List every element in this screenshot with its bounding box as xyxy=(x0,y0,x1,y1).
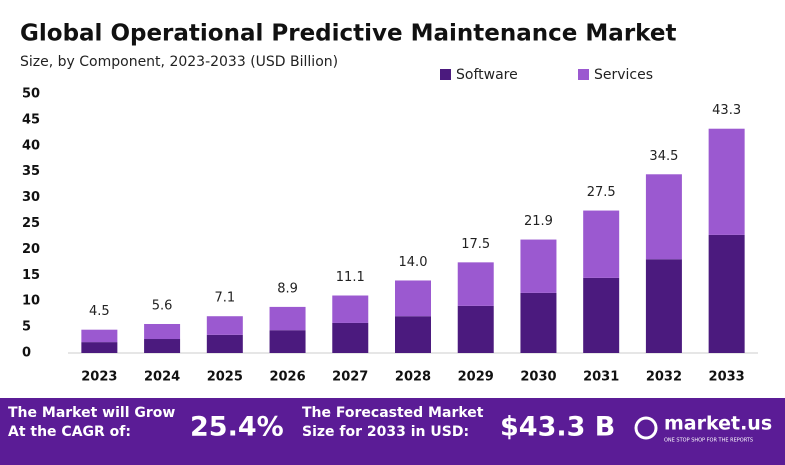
bar-segment xyxy=(708,234,745,353)
x-tick-label: 2031 xyxy=(583,370,619,385)
bar-segment xyxy=(332,322,369,353)
total-label: 43.3 xyxy=(712,103,741,118)
y-tick-label: 45 xyxy=(22,112,40,127)
footer-cagr-text: The Market will Grow At the CAGR of: xyxy=(8,405,176,440)
legend-label: Software xyxy=(456,67,518,83)
bar-segment xyxy=(144,339,181,353)
bar-segment xyxy=(645,174,682,260)
x-tick-label: 2023 xyxy=(81,370,117,385)
y-tick-label: 20 xyxy=(22,242,40,257)
footer-forecast-text: The Forecasted Market Size for 2033 in U… xyxy=(302,405,484,440)
chart-title: Global Operational Predictive Maintenanc… xyxy=(20,21,676,47)
bar-segment xyxy=(144,323,181,340)
bar-segment xyxy=(206,316,243,335)
total-label: 34.5 xyxy=(649,149,678,164)
x-tick-label: 2026 xyxy=(269,370,305,385)
y-tick-label: 35 xyxy=(22,164,40,179)
y-tick-label: 40 xyxy=(22,138,40,153)
x-tick-label: 2033 xyxy=(709,370,745,385)
bar-segment xyxy=(457,305,494,353)
chart-subtitle: Size, by Component, 2023-2033 (USD Billi… xyxy=(20,54,338,70)
x-tick-label: 2027 xyxy=(332,370,368,385)
bar-segment xyxy=(332,295,369,323)
y-tick-label: 15 xyxy=(22,268,40,283)
footer-cagr: 25.4% xyxy=(190,412,284,443)
brand-name: market.us xyxy=(664,413,772,435)
total-label: 27.5 xyxy=(587,185,616,200)
bar-segment xyxy=(81,329,118,343)
x-tick-label: 2025 xyxy=(207,370,243,385)
legend-swatch xyxy=(578,69,589,80)
bar-segment xyxy=(520,292,557,353)
total-label: 17.5 xyxy=(461,237,490,252)
bar-segment xyxy=(457,262,494,306)
footer-forecast: $43.3 B xyxy=(500,412,615,443)
legend-swatch xyxy=(440,69,451,80)
bar-segment xyxy=(708,128,745,235)
x-tick-label: 2024 xyxy=(144,370,180,385)
total-label: 11.1 xyxy=(336,270,365,285)
bar-segment xyxy=(269,330,306,353)
y-tick-label: 50 xyxy=(22,87,40,102)
brand-logo xyxy=(634,416,658,440)
bar-segment xyxy=(583,277,620,353)
bar-segment xyxy=(583,210,620,278)
total-label: 4.5 xyxy=(89,304,110,319)
total-label: 21.9 xyxy=(524,214,553,229)
bar-segment xyxy=(520,239,557,293)
total-label: 8.9 xyxy=(277,281,298,296)
bar-segment xyxy=(645,259,682,353)
y-tick-label: 5 xyxy=(22,320,31,335)
y-tick-label: 10 xyxy=(22,294,40,309)
y-tick-label: 25 xyxy=(22,216,40,231)
bar-segment xyxy=(81,342,118,353)
legend-label: Services xyxy=(594,67,653,83)
total-label: 7.1 xyxy=(214,291,235,306)
brand-tagline: ONE STOP SHOP FOR THE REPORTS xyxy=(664,438,753,444)
x-tick-label: 2029 xyxy=(458,370,494,385)
bar-segment xyxy=(206,334,243,353)
total-label: 5.6 xyxy=(152,298,173,313)
x-tick-label: 2030 xyxy=(520,370,556,385)
footer-forecast-text-box: The Forecasted Market Size for 2033 in U… xyxy=(302,405,484,440)
bar-segment xyxy=(395,316,431,353)
y-tick-label: 30 xyxy=(22,190,40,205)
bar-segment xyxy=(395,280,431,317)
total-label: 14.0 xyxy=(399,255,428,270)
x-tick-label: 2032 xyxy=(646,370,682,385)
x-tick-label: 2028 xyxy=(395,370,431,385)
footer-cagr-text-box: The Market will Grow At the CAGR of: xyxy=(8,405,176,440)
bar-segment xyxy=(269,306,306,331)
y-tick-label: 0 xyxy=(22,346,31,361)
